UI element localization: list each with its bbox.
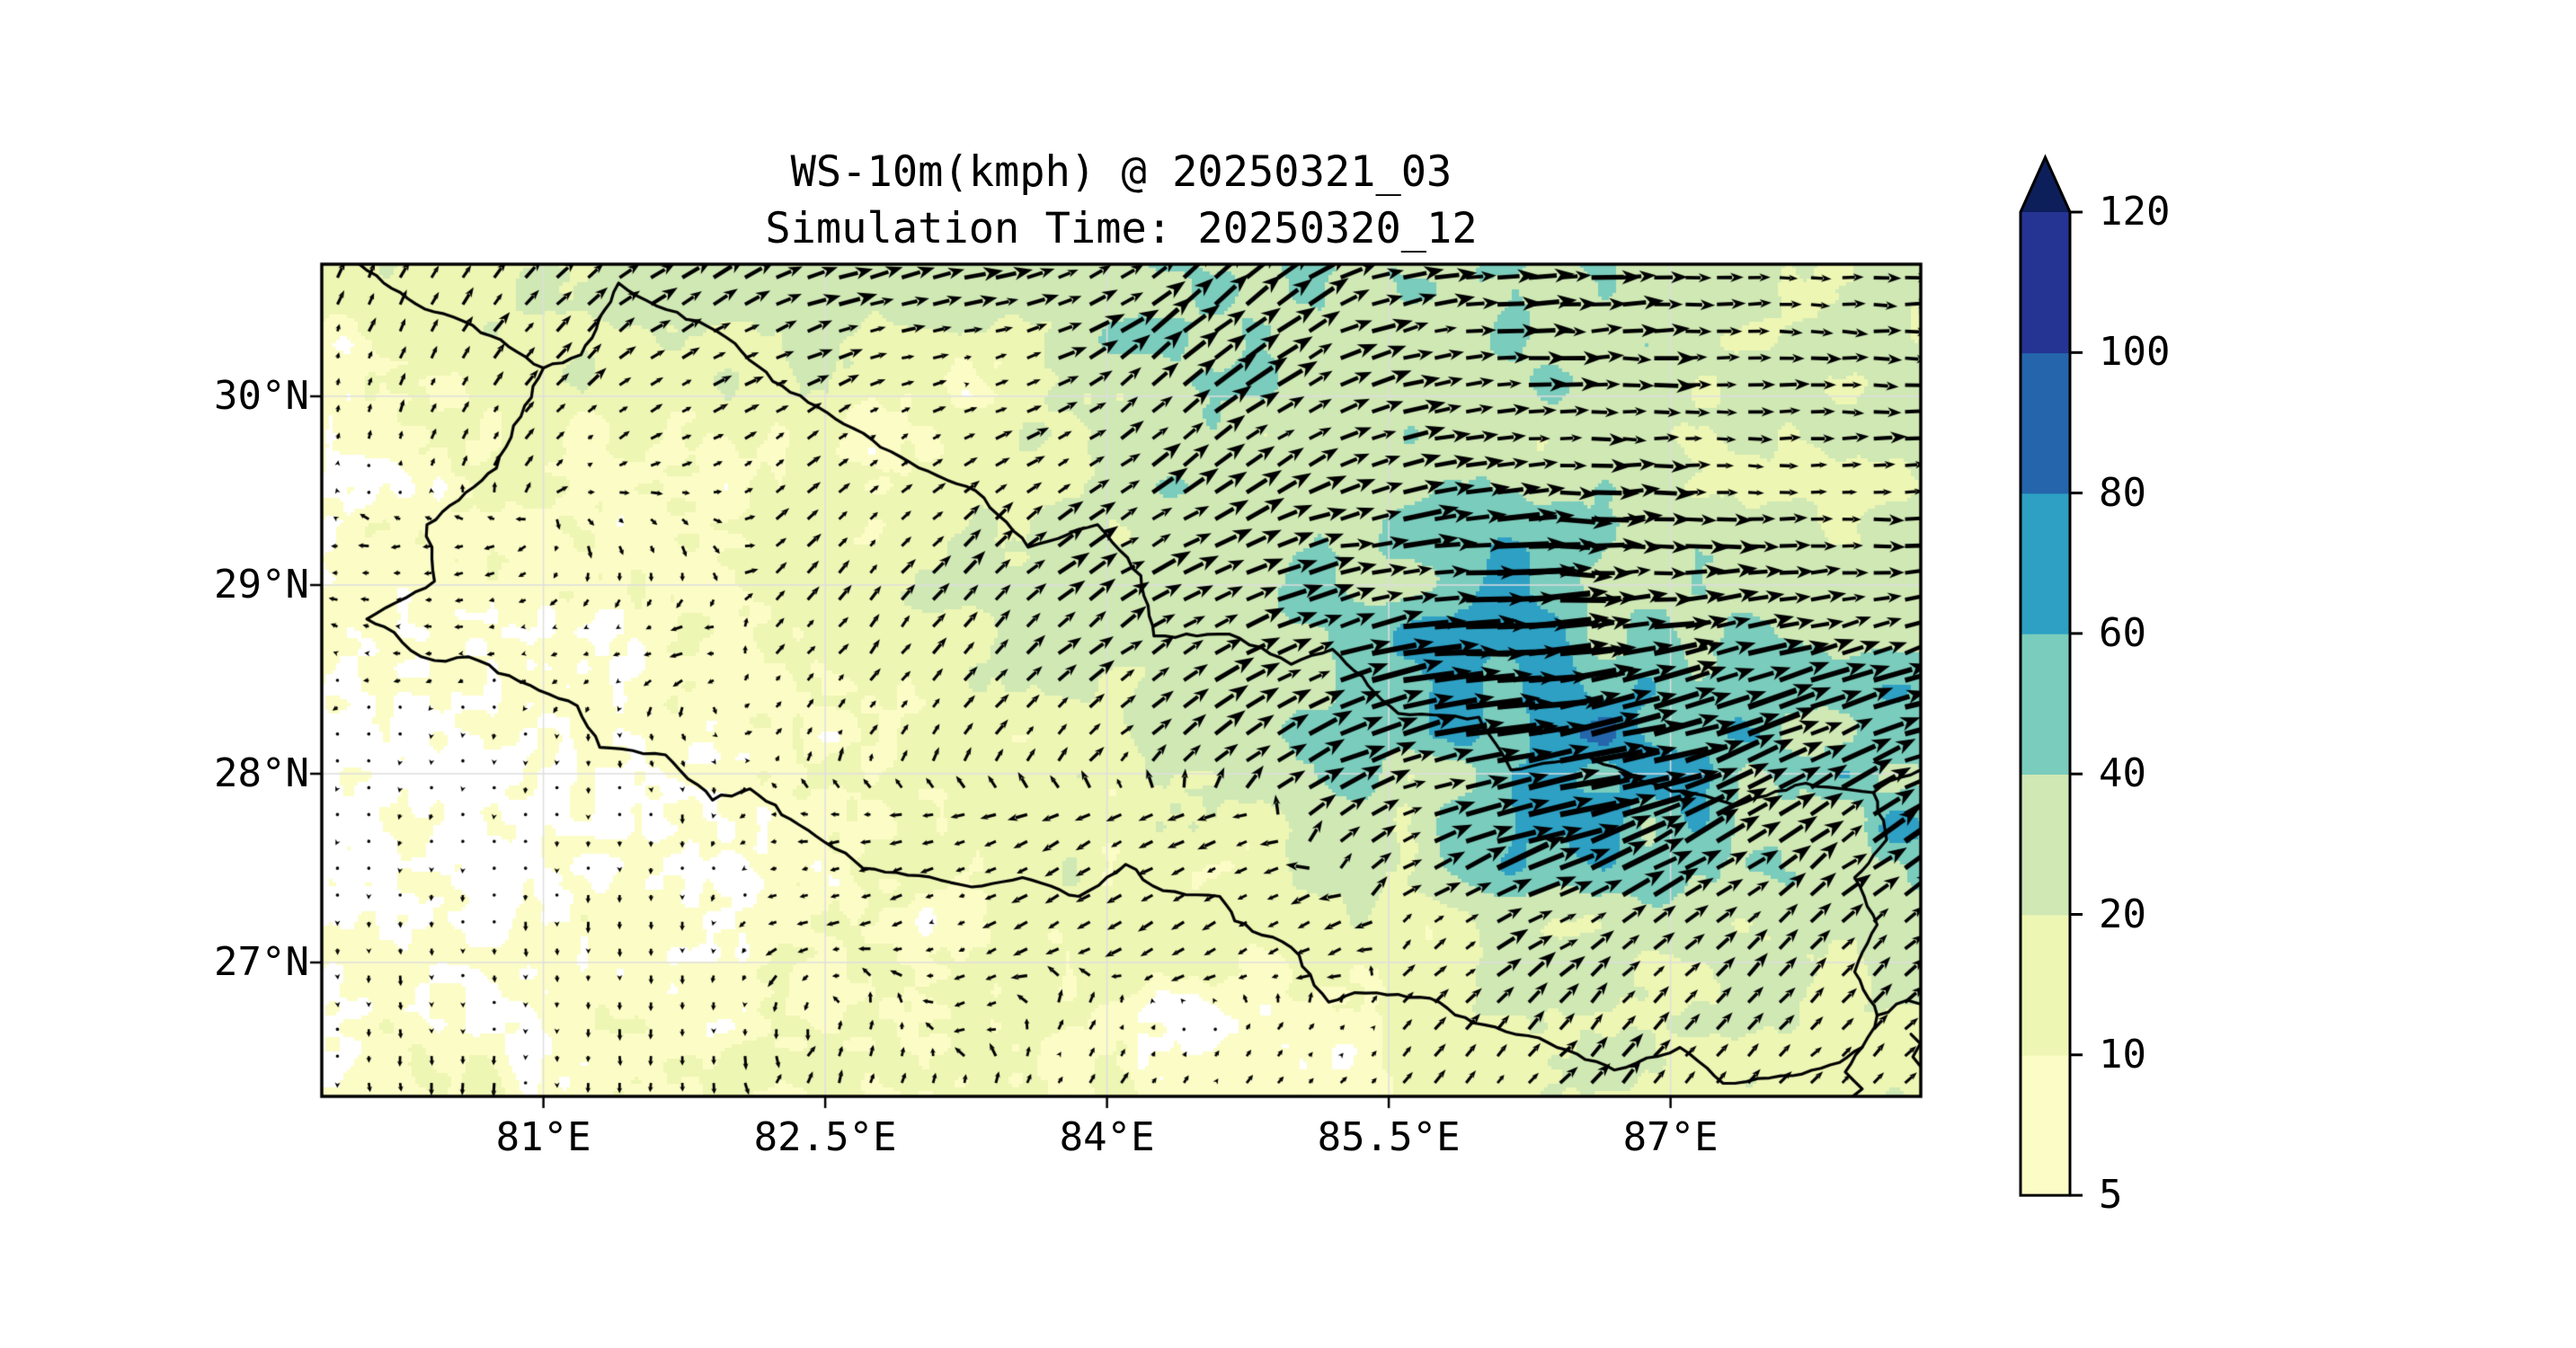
colorbar-tick-label: 20 xyxy=(2099,891,2146,937)
y-tick-label: 30°N xyxy=(214,373,309,419)
colorbar-segment xyxy=(2021,1054,2070,1196)
colorbar-tick-label: 80 xyxy=(2099,469,2146,516)
colorbar-tick-label: 100 xyxy=(2099,329,2171,376)
colorbar-extend-arrow xyxy=(2021,157,2070,212)
colorbar xyxy=(2019,154,2083,1197)
x-tick-label: 84°E xyxy=(1059,1114,1155,1160)
colorbar-tick-label: 10 xyxy=(2099,1031,2146,1078)
y-tick-label: 29°N xyxy=(214,562,309,607)
colorbar-tick-label: 5 xyxy=(2099,1172,2123,1219)
x-tick-label: 81°E xyxy=(495,1114,591,1160)
y-tick-label: 28°N xyxy=(214,750,309,796)
colorbar-tick-label: 120 xyxy=(2099,189,2171,235)
x-tick-label: 85.5°E xyxy=(1317,1114,1461,1160)
colorbar-tick-label: 40 xyxy=(2099,750,2146,797)
chart-subtitle: Simulation Time: 20250320_12 xyxy=(765,204,1478,253)
colorbar-segment xyxy=(2021,352,2070,494)
colorbar-segment xyxy=(2021,633,2070,775)
colorbar-segment xyxy=(2021,914,2070,1056)
colorbar-segment xyxy=(2021,774,2070,916)
x-tick-label: 87°E xyxy=(1622,1114,1719,1160)
y-tick-label: 27°N xyxy=(214,939,309,985)
chart-title: WS-10m(kmph) @ 20250321_03 xyxy=(790,147,1452,197)
x-tick-label: 82.5°E xyxy=(753,1114,897,1160)
colorbar-segment xyxy=(2021,212,2070,354)
colorbar-segment xyxy=(2021,492,2070,634)
colorbar-tick-label: 60 xyxy=(2099,609,2146,656)
colorbar-outline xyxy=(2019,154,2072,1197)
